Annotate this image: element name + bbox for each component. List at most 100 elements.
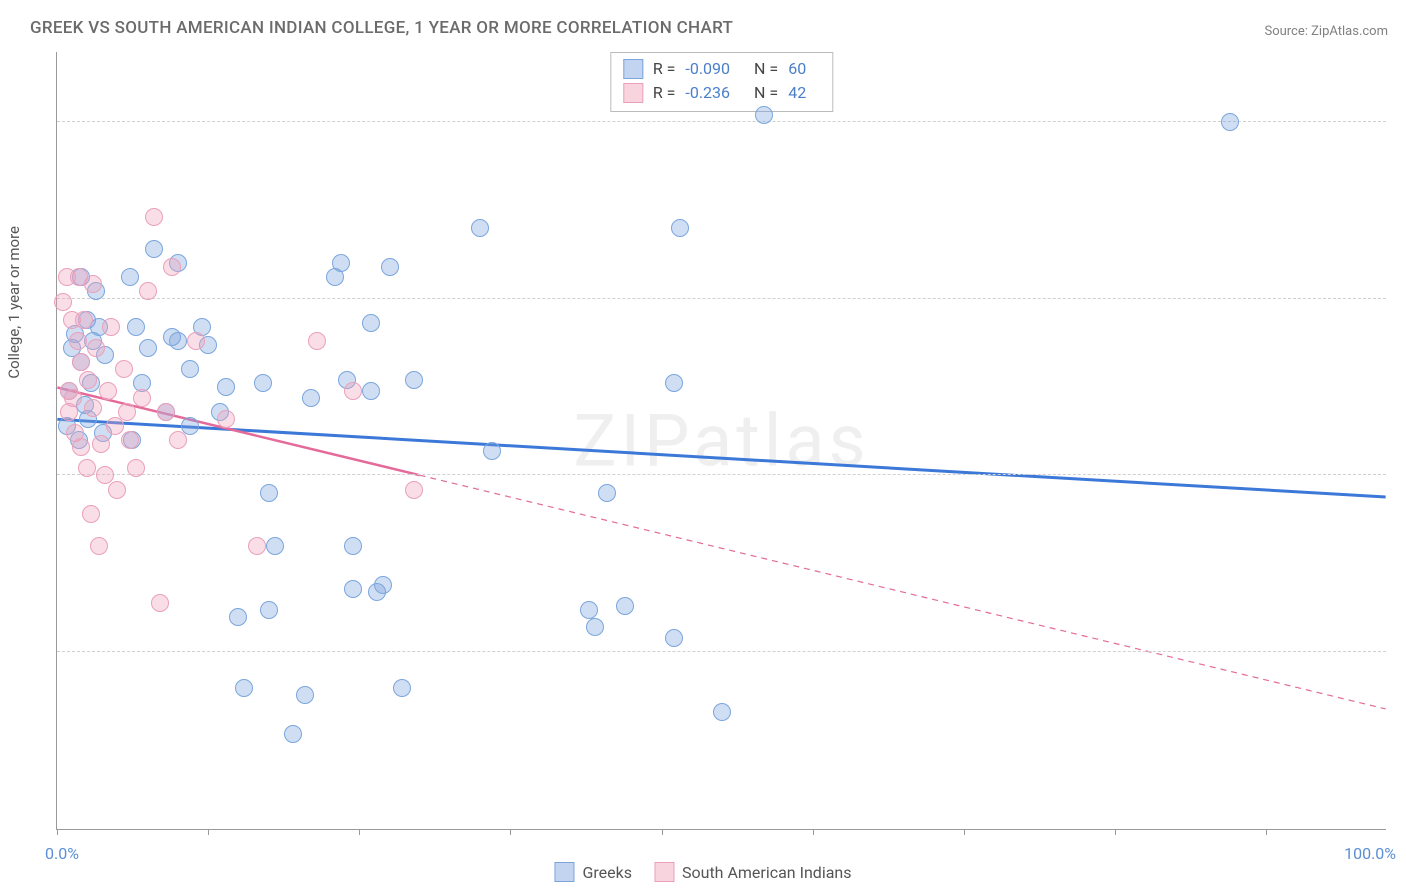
data-point: [169, 431, 187, 449]
data-point: [79, 371, 97, 389]
r-value: -0.090: [685, 57, 730, 81]
x-tick: [359, 829, 360, 835]
data-point: [84, 275, 102, 293]
data-point: [108, 481, 126, 499]
data-point: [254, 374, 272, 392]
data-point: [121, 268, 139, 286]
r-value: -0.236: [685, 81, 730, 105]
data-point: [586, 618, 604, 636]
data-point: [616, 597, 634, 615]
data-point: [362, 382, 380, 400]
gridline: [57, 651, 1386, 652]
data-point: [248, 537, 266, 555]
data-point: [139, 339, 157, 357]
stats-legend-row: R =-0.236N =42: [623, 81, 820, 105]
data-point: [72, 353, 90, 371]
gridline: [57, 474, 1386, 475]
data-point: [127, 459, 145, 477]
r-label: R =: [653, 81, 676, 105]
legend-swatch: [623, 83, 643, 103]
data-point: [308, 332, 326, 350]
data-point: [82, 505, 100, 523]
data-point: [471, 219, 489, 237]
data-point: [1221, 113, 1239, 131]
r-label: R =: [653, 57, 676, 81]
legend-swatch: [623, 59, 643, 79]
data-point: [260, 601, 278, 619]
data-point: [671, 219, 689, 237]
data-point: [381, 258, 399, 276]
data-point: [217, 410, 235, 428]
x-tick: [662, 829, 663, 835]
data-point: [405, 371, 423, 389]
data-point: [344, 537, 362, 555]
data-point: [99, 382, 117, 400]
plot-area: ZIPatlas R =-0.090N =60R =-0.236N =42 0.…: [56, 52, 1386, 830]
stats-legend-row: R =-0.090N =60: [623, 57, 820, 81]
series-legend: Greeks South American Indians: [554, 862, 851, 882]
correlation-chart: GREEK VS SOUTH AMERICAN INDIAN COLLEGE, …: [0, 0, 1406, 892]
data-point: [163, 258, 181, 276]
data-point: [344, 382, 362, 400]
x-tick: [813, 829, 814, 835]
data-point: [84, 399, 102, 417]
data-point: [127, 318, 145, 336]
data-point: [69, 332, 87, 350]
data-point: [260, 484, 278, 502]
data-point: [139, 282, 157, 300]
legend-item: South American Indians: [654, 862, 852, 882]
gridline: [57, 298, 1386, 299]
n-value: 60: [788, 57, 806, 81]
legend-label: Greeks: [582, 863, 632, 882]
x-tick: [964, 829, 965, 835]
data-point: [235, 679, 253, 697]
x-axis-max-label: 100.0%: [1344, 844, 1396, 863]
x-tick: [510, 829, 511, 835]
gridline: [57, 121, 1386, 122]
data-point: [374, 576, 392, 594]
data-point: [181, 360, 199, 378]
data-point: [332, 254, 350, 272]
data-point: [90, 537, 108, 555]
stats-legend: R =-0.090N =60R =-0.236N =42: [610, 52, 833, 112]
data-point: [102, 318, 120, 336]
y-tick-label: 25.0%: [1396, 624, 1406, 643]
data-point: [483, 442, 501, 460]
y-tick-label: 50.0%: [1396, 447, 1406, 466]
chart-title: GREEK VS SOUTH AMERICAN INDIAN COLLEGE, …: [30, 18, 733, 38]
data-point: [118, 403, 136, 421]
y-tick-label: 75.0%: [1396, 270, 1406, 289]
data-point: [133, 389, 151, 407]
data-point: [405, 481, 423, 499]
data-point: [598, 484, 616, 502]
legend-swatch: [554, 862, 574, 882]
data-point: [87, 339, 105, 357]
data-point: [121, 431, 139, 449]
x-tick: [57, 829, 58, 835]
data-point: [284, 725, 302, 743]
legend-item: Greeks: [554, 862, 632, 882]
data-point: [151, 594, 169, 612]
data-point: [64, 389, 82, 407]
data-point: [393, 679, 411, 697]
n-value: 42: [788, 81, 806, 105]
data-point: [145, 208, 163, 226]
x-tick: [208, 829, 209, 835]
data-point: [713, 703, 731, 721]
data-point: [75, 311, 93, 329]
y-axis-title: College, 1 year or more: [5, 226, 23, 379]
data-point: [580, 601, 598, 619]
y-tick-label: 100.0%: [1396, 93, 1406, 112]
data-point: [302, 389, 320, 407]
x-tick: [1115, 829, 1116, 835]
source-attribution: Source: ZipAtlas.com: [1264, 24, 1388, 39]
data-point: [362, 314, 380, 332]
data-point: [145, 240, 163, 258]
data-point: [187, 332, 205, 350]
data-point: [344, 580, 362, 598]
data-point: [157, 403, 175, 421]
watermark: ZIPatlas: [573, 398, 869, 483]
legend-label: South American Indians: [682, 863, 852, 882]
x-axis-min-label: 0.0%: [45, 844, 79, 863]
data-point: [78, 459, 96, 477]
